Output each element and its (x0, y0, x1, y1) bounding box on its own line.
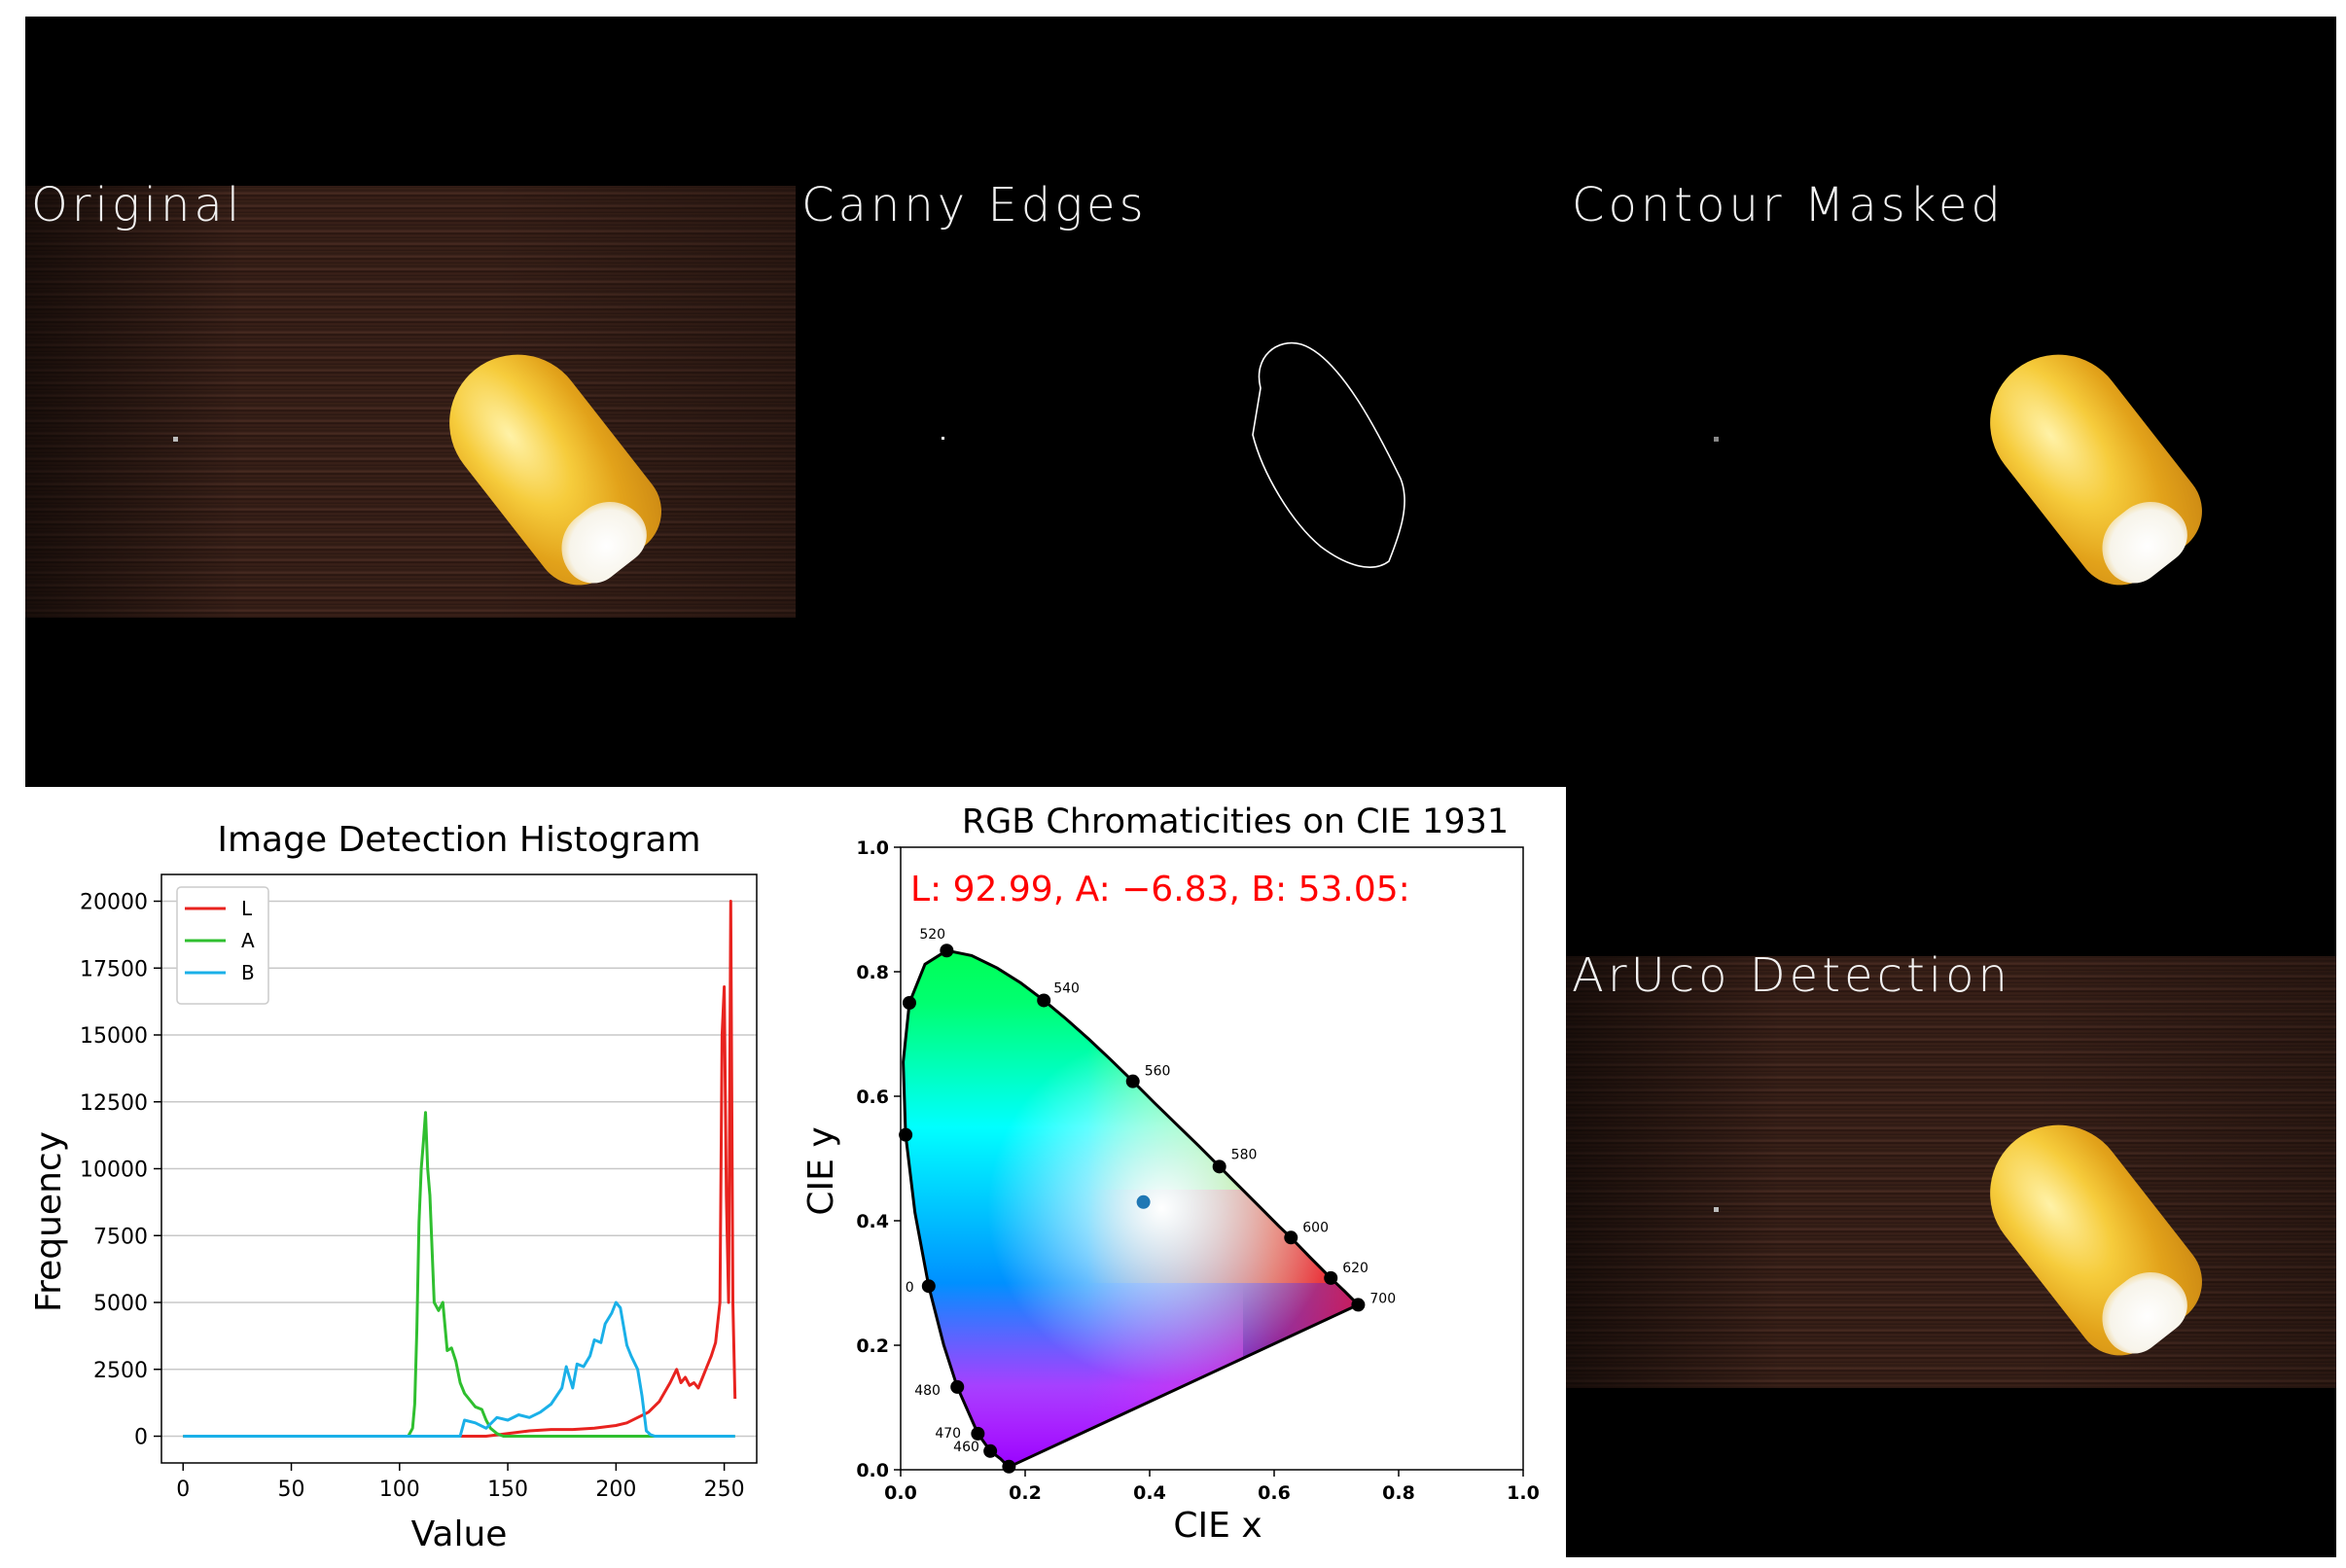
histogram-legend: L A B (176, 886, 269, 1005)
corn-kernel (421, 327, 680, 603)
cie-locus-dot (899, 1127, 913, 1142)
histogram-ytick-label: 2500 (93, 1359, 148, 1383)
cie-wavelength-dot (983, 1443, 998, 1458)
cie-wavelength-dot (971, 1426, 985, 1441)
histogram-title: Image Detection Histogram (217, 820, 700, 860)
histogram-ytick-label: 17500 (80, 957, 148, 981)
cie-locus-dot (1002, 1459, 1016, 1474)
cie-wavelength-label: 460 (953, 1440, 979, 1455)
cie-chart: RGB Chromaticities on CIE 1931 CIE x CIE… (801, 802, 1540, 1546)
legend-label-a: A (241, 929, 255, 952)
cie-wavelength-label: 580 (1231, 1147, 1258, 1162)
histogram-ytick-label: 5000 (93, 1292, 148, 1316)
cie-wavelength-label: 600 (1302, 1220, 1329, 1235)
cie-ytick-label: 1.0 (856, 837, 889, 859)
histogram-ytick-label: 20000 (80, 891, 148, 915)
canny-edge-outline (942, 341, 1405, 569)
cie-wavelength-dot (921, 1279, 936, 1294)
cie-wavelength-dot (1324, 1270, 1338, 1285)
canny-tile: Canny Edges (796, 17, 1566, 787)
histogram-series-a (183, 1111, 735, 1438)
tile-label-original: Original (31, 178, 244, 232)
tile-label-canny: Canny Edges (801, 178, 1148, 232)
histogram-chart: Image Detection Histogram Value Frequenc… (29, 820, 758, 1554)
histogram-xtick-label: 200 (595, 1478, 636, 1502)
cie-wavelength-label: 470 (935, 1426, 961, 1442)
cie-frame (900, 846, 1524, 1471)
cie-ytick-label: 0.0 (856, 1460, 889, 1481)
cie-wavelength-label: 700 (1369, 1291, 1396, 1306)
histogram-xtick-label: 0 (176, 1478, 190, 1502)
cie-xtick-label: 0.4 (1133, 1482, 1166, 1504)
cie-xlabel: CIE x (1173, 1506, 1262, 1546)
histogram-series-b (183, 1301, 735, 1438)
contour-tile: Contour Masked (1566, 17, 2336, 787)
cie-wavelength-label: 620 (1342, 1261, 1368, 1276)
cie-spectral-locus (902, 948, 1361, 1469)
cie-xtick-label: 0.8 (1382, 1482, 1415, 1504)
cie-xtick-label: 1.0 (1507, 1482, 1540, 1504)
cie-wavelength-dot (1212, 1159, 1226, 1174)
histogram-ytick-label: 10000 (80, 1158, 148, 1183)
cie-wavelength-label: 480 (914, 1383, 941, 1399)
histogram-ytick-label: 0 (134, 1426, 148, 1450)
cie-wavelength-label: 520 (919, 927, 945, 943)
cie-ylabel: CIE y (801, 1126, 841, 1215)
cie-xtick-label: 0.2 (1009, 1482, 1042, 1504)
original-photo (25, 186, 796, 618)
cie-wavelength-dot (1125, 1074, 1140, 1088)
cie-ytick-label: 0.4 (856, 1211, 889, 1232)
histogram-xlabel: Value (411, 1515, 508, 1554)
cie-ytick-label: 0.2 (856, 1336, 889, 1357)
legend-label-b: B (241, 961, 255, 984)
histogram-xtick-label: 100 (379, 1478, 420, 1502)
histogram-xtick-label: 150 (487, 1478, 528, 1502)
histogram-ytick-label: 15000 (80, 1024, 148, 1049)
cie-wavelength-label: 560 (1145, 1064, 1171, 1080)
aruco-tile: ArUco Detection (1566, 787, 2336, 1557)
tile-label-aruco: ArUco Detection (1572, 948, 2011, 1003)
cie-wavelength-dot (1037, 993, 1051, 1008)
cie-xtick-label: 0.6 (1258, 1482, 1291, 1504)
cie-wavelength-dot (1284, 1230, 1298, 1245)
cie-sample-point (1136, 1194, 1151, 1209)
histogram-xtick-label: 250 (704, 1478, 745, 1502)
cie-wavelength-dot (1351, 1298, 1366, 1312)
tile-label-contour: Contour Masked (1572, 178, 2005, 232)
cie-wavelength-dot (940, 944, 954, 958)
legend-label-l: L (241, 897, 253, 920)
aruco-photo (1566, 956, 2336, 1388)
aruco-corn-kernel (1962, 1097, 2221, 1373)
histogram-xtick-label: 50 (278, 1478, 305, 1502)
cie-wavelength-dot (950, 1379, 965, 1394)
histogram-frame (160, 873, 758, 1464)
cie-xtick-label: 0.0 (884, 1482, 917, 1504)
histogram-ytick-label: 7500 (93, 1225, 148, 1249)
masked-corn-kernel (1962, 327, 2221, 603)
cie-ytick-label: 0.8 (856, 962, 889, 983)
cie-title: RGB Chromaticities on CIE 1931 (962, 802, 1509, 841)
cie-wavelength-label: 0 (906, 1280, 914, 1296)
histogram-series-l (183, 900, 737, 1438)
histogram-ylabel: Frequency (29, 1131, 69, 1312)
cie-wavelength-label: 540 (1053, 980, 1080, 996)
original-tile: Original (25, 17, 796, 787)
cie-ytick-label: 0.6 (856, 1087, 889, 1108)
histogram-ytick-label: 12500 (80, 1091, 148, 1116)
cie-annotation: L: 92.99, A: −6.83, B: 53.05: (910, 870, 1410, 909)
cie-locus-dot (902, 996, 916, 1010)
